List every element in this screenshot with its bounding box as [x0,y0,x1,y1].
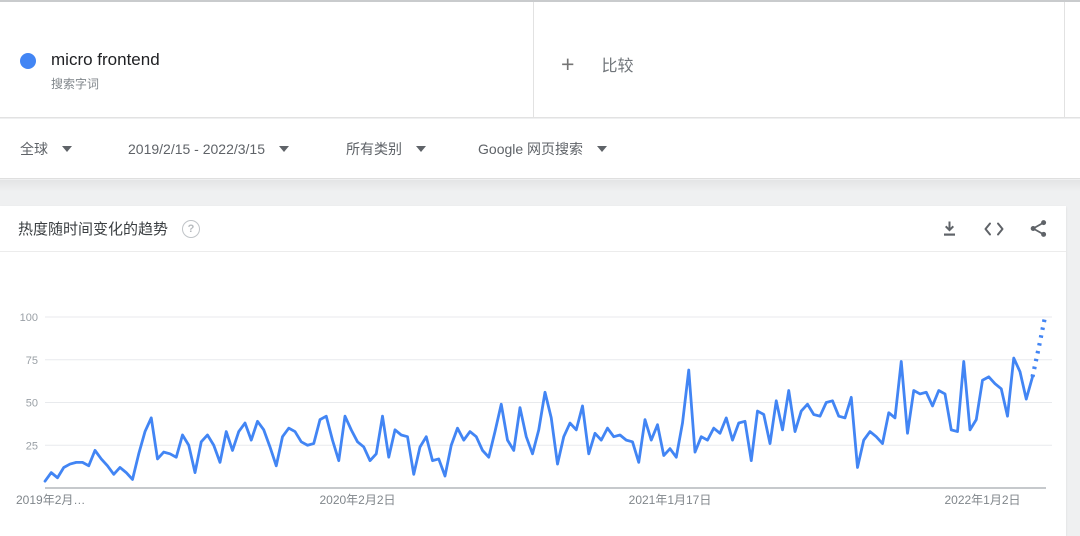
page-background-band [0,180,1080,206]
svg-text:2019年2月…: 2019年2月… [16,493,85,507]
interest-over-time-card: 热度随时间变化的趋势 ? [0,206,1066,536]
trend-chart[interactable]: 25 50 75 100 2019年2月… 2020年2月2日 2021年1月17日 2022… [0,252,1066,536]
category-filter-dropdown[interactable]: 所有类别 [346,139,427,159]
help-icon[interactable]: ? [182,219,201,238]
date-range-filter-dropdown[interactable]: 2019/2/15 - 2022/3/15 [128,140,290,157]
download-icon[interactable] [940,219,959,238]
trend-card-title: 热度随时间变化的趋势 [18,221,169,238]
vertical-divider [533,2,534,118]
region-filter-dropdown[interactable]: 全球 [20,139,72,159]
vertical-divider [1064,2,1065,118]
svg-text:75: 75 [26,355,38,367]
filter-bar: 全球 2019/2/15 - 2022/3/15 所有类别 Google 网页搜… [0,119,1080,179]
date-range-filter-label: 2019/2/15 - 2022/3/15 [128,140,266,157]
chevron-down-icon [62,145,72,152]
chevron-down-icon [279,145,290,152]
svg-text:25: 25 [26,440,38,452]
search-type-filter-label: Google 网页搜索 [478,140,584,157]
search-type-filter-dropdown[interactable]: Google 网页搜索 [478,139,608,159]
add-comparison-button[interactable]: + 比较 [561,52,633,76]
svg-text:2020年2月2日: 2020年2月2日 [319,493,395,507]
search-term-title: micro frontend [51,50,160,69]
compare-label: 比较 [601,58,634,75]
svg-text:50: 50 [26,398,38,410]
plus-icon: + [561,51,575,77]
svg-text:2021年1月17日: 2021年1月17日 [629,493,712,507]
embed-code-icon[interactable] [983,220,1005,238]
svg-text:2022年1月2日: 2022年1月2日 [944,493,1020,507]
search-term-type-label: 搜索字词 [51,77,100,91]
share-icon[interactable] [1029,219,1048,238]
series-color-dot [20,53,36,69]
search-term-card[interactable]: micro frontend 搜索字词 [20,50,160,92]
category-filter-label: 所有类别 [346,140,403,157]
search-term-texts: micro frontend 搜索字词 [51,50,160,92]
region-filter-label: 全球 [20,140,48,157]
chevron-down-icon [597,145,608,152]
svg-text:100: 100 [20,312,38,324]
trend-card-actions [916,219,1048,238]
trend-card-header: 热度随时间变化的趋势 ? [0,206,1066,252]
search-terms-header: micro frontend 搜索字词 + 比较 [0,0,1080,118]
chevron-down-icon [416,145,427,152]
